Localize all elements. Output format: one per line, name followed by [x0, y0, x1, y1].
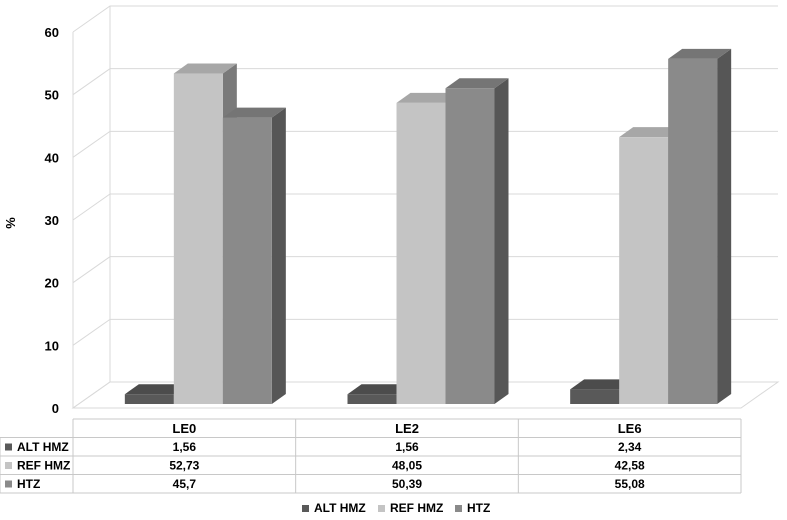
y-tick-label: 60: [45, 25, 59, 40]
table-cell-value: 1,56: [395, 440, 419, 454]
bar-front: [396, 102, 446, 405]
table-cell-value: 1,56: [173, 440, 197, 454]
table-cell-value: 52,73: [169, 459, 199, 473]
legend-swatch: [455, 505, 462, 512]
bar-side: [271, 107, 286, 404]
series-name: ALT HMZ: [17, 440, 69, 454]
data-table: LE0 LE2 LE6 ALT HMZ 1,56 1,56 2,34 REF HMZ 52,73…: [0, 418, 742, 494]
bar-top: [396, 92, 460, 103]
bar-top: [222, 107, 286, 118]
legend-label: REF HMZ: [390, 501, 443, 515]
bar: [222, 107, 286, 404]
bar-front: [570, 389, 620, 404]
legend-label: ALT HMZ: [314, 501, 366, 515]
bar-front: [124, 394, 174, 404]
bar-top: [124, 384, 188, 395]
category-label: LE0: [172, 421, 196, 436]
table-cell-value: 2,34: [618, 440, 642, 454]
y-tick-label: 20: [45, 276, 59, 291]
y-tick-labels: 0 10 20 30 40 50 60: [45, 25, 59, 416]
y-tick-label: 50: [45, 88, 59, 103]
table-cell-value: 45,7: [173, 477, 197, 491]
series-key: [5, 480, 12, 488]
category-label: LE2: [395, 421, 419, 436]
legend-swatch: [302, 505, 309, 512]
bar-side: [494, 78, 509, 405]
bar-top: [347, 384, 411, 395]
series-name: REF HMZ: [17, 459, 70, 473]
category-label: LE6: [618, 421, 642, 436]
y-tick-label: 10: [45, 338, 59, 353]
bar: [445, 78, 509, 405]
bar-side: [717, 48, 732, 404]
bar-front: [619, 137, 669, 404]
floor: [71, 381, 780, 409]
table-cell-value: 48,05: [392, 459, 422, 473]
bar-front: [173, 73, 223, 405]
series-key: [5, 443, 12, 451]
bar-front: [668, 58, 718, 404]
series-name: HTZ: [17, 477, 40, 491]
table-cell-value: 55,08: [615, 477, 645, 491]
y-tick-label: 0: [52, 401, 59, 416]
legend: ALT HMZ REF HMZ HTZ: [302, 501, 490, 515]
bars: [124, 48, 732, 405]
table-cell-value: 50,39: [392, 477, 422, 491]
gridline: [72, 5, 778, 33]
bar-front: [222, 117, 272, 404]
legend-swatch: [378, 505, 385, 512]
bar-top: [445, 78, 509, 89]
bar-top: [619, 127, 683, 138]
y-tick-label: 40: [45, 150, 59, 165]
table-cell-value: 42,58: [615, 459, 645, 473]
bar: [668, 48, 732, 404]
bar-front: [347, 394, 397, 404]
y-axis-label: %: [3, 217, 18, 229]
y-tick-label: 30: [45, 213, 59, 228]
gridlines: [71, 5, 780, 409]
bar-top: [173, 63, 237, 74]
bar-front: [445, 88, 495, 405]
series-key: [5, 462, 12, 469]
bar-top: [668, 48, 732, 59]
bar-top: [570, 379, 634, 390]
legend-label: HTZ: [467, 501, 490, 515]
